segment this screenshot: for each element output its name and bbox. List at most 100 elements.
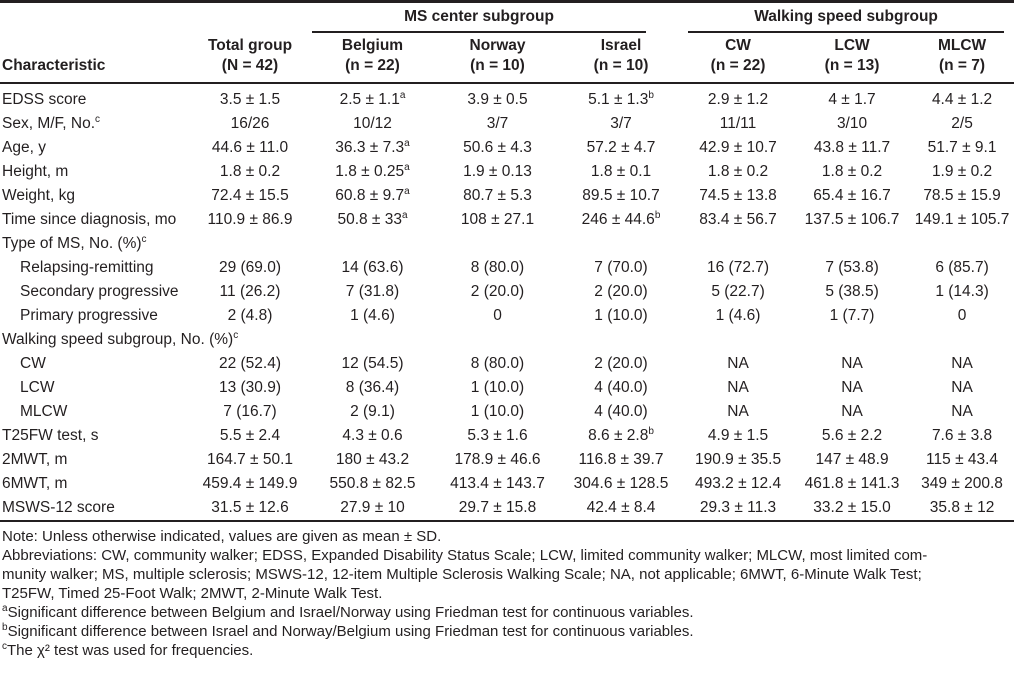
table-cell: NA [727,379,749,396]
group-label-walking-speed: Walking speed subgroup [688,7,1005,33]
table-cell: NA [727,355,749,372]
table-cell: 4 ± 1.7 [828,91,876,108]
table-cell: 60.8 ± 9.7a [335,185,410,204]
row-label: Time since diagnosis, mo [2,211,177,228]
column-header-norway: Norway (n = 10) [435,33,560,84]
row-label: T25FW test, s [2,427,99,444]
table-cell: 7.6 ± 3.8 [931,427,993,444]
table-cell: 3/10 [836,115,868,132]
table-cell: 1 (10.0) [470,403,525,420]
note-line: Note: Unless otherwise indicated, values… [2,528,442,545]
row-label: CW [20,355,46,372]
table-cell: 1 (10.0) [594,307,648,324]
row-label: 2MWT, m [2,451,68,468]
table-cell: 16 (72.7) [707,259,770,276]
table-cell: 2 (20.0) [470,283,525,300]
table-cell: 1 (4.6) [715,307,761,324]
table-cell: 29 (69.0) [218,259,282,276]
table-cell: 1.9 ± 0.2 [931,163,993,180]
section-row: Walking speed subgroup, No. (%)c [0,328,1014,352]
row-label: Height, m [2,163,69,180]
footnote-b: bSignificant difference between Israel a… [2,622,694,641]
abbreviations-line: Abbreviations: CW, community walker; EDS… [2,547,928,564]
table-cell: 1.8 ± 0.2 [821,163,883,180]
table-cell: 180 ± 43.2 [335,451,410,468]
table-cell: 89.5 ± 10.7 [582,187,660,204]
table-cell: 51.7 ± 9.1 [927,139,997,156]
footnote-marker: a [404,137,410,149]
table-cell: 27.9 ± 10 [340,499,405,516]
row-label: Walking speed subgroup, No. (%)c [2,329,239,348]
table-cell: 3/7 [486,115,509,132]
table-cell: 33.2 ± 15.0 [813,499,891,516]
table-cell: 413.4 ± 143.7 [450,475,545,492]
table-row: Secondary progressive 11 (26.2) 7 (31.8) 2 … [0,280,1014,304]
table-cell: 149.1 ± 105.7 [914,211,1010,228]
row-label: Type of MS, No. (%)c [2,233,147,252]
table-cell: 16/26 [230,115,270,132]
table-cell: 459.4 ± 149.9 [202,475,298,492]
table-cell: 12 (54.5) [341,355,404,372]
table-cell: 1.8 ± 0.1 [590,163,652,180]
table-cell: 137.5 ± 106.7 [804,211,900,228]
table-cell: 57.2 ± 4.7 [586,139,656,156]
table-cell: 78.5 ± 15.9 [923,187,1001,204]
footnote-marker: a [2,603,8,614]
footnote-marker: b [648,89,654,101]
table-cell: 72.4 ± 15.5 [211,187,289,204]
table-cell: 8 (80.0) [470,259,525,276]
column-header-cw: CW (n = 22) [682,33,795,84]
table-cell: 5 (38.5) [825,283,879,300]
table-cell: 178.9 ± 46.6 [454,451,541,468]
table-cell: 7 (16.7) [223,403,277,420]
table-cell: 550.8 ± 82.5 [329,475,416,492]
table-cell: 5.1 ± 1.3b [588,89,654,108]
footnote-marker: c [2,641,7,652]
table-cell: 246 ± 44.6b [581,209,661,228]
column-header-lcw: LCW (n = 13) [794,33,911,84]
footnote-marker: c [233,329,239,341]
table-cell: 14 (63.6) [341,259,404,276]
table-notes: Note: Unless otherwise indicated, values… [0,522,1014,660]
abbreviations-line: T25FW, Timed 25-Foot Walk; 2MWT, 2-Minut… [2,585,383,602]
table-cell: 164.7 ± 50.1 [206,451,294,468]
table-cell: 2 (20.0) [594,355,648,372]
table-cell: 1 (10.0) [470,379,525,396]
table-cell: 1.8 ± 0.2 [219,163,281,180]
table-cell: 80.7 ± 5.3 [463,187,532,204]
table-row: MLCW 7 (16.7) 2 (9.1) 1 (10.0) 4 (40.0) NA NA N… [0,400,1014,424]
table-cell: 11/11 [719,115,757,132]
table-cell: 115 ± 43.4 [926,451,999,468]
table-cell: 2 (4.8) [227,307,273,324]
table-cell: 5 (22.7) [711,283,765,300]
footnote-a: aSignificant difference between Belgium … [2,603,694,622]
row-label: Primary progressive [20,307,158,324]
row-label: MSWS-12 score [2,499,115,516]
table-header: MS center subgroup Walking speed subgrou… [0,3,1014,84]
column-header-mlcw: MLCW (n = 7) [910,33,1014,84]
table-cell: 22 (52.4) [218,355,282,372]
characteristics-table: MS center subgroup Walking speed subgrou… [0,3,1014,520]
table-cell: 108 ± 27.1 [460,211,535,228]
table-cell: 0 [957,307,967,324]
table-cell: 43.8 ± 11.7 [813,139,891,156]
table-cell: 190.9 ± 35.5 [694,451,782,468]
table-cell: 2/5 [951,115,973,132]
section-row: Type of MS, No. (%)c [0,232,1014,256]
group-label-ms-center: MS center subgroup [312,7,647,33]
table-row: Height, m 1.8 ± 0.2 1.8 ± 0.25a 1.9 ± 0.13 1… [0,160,1014,184]
table-cell: 5.6 ± 2.2 [821,427,883,444]
table-row: MSWS-12 score 31.5 ± 12.6 27.9 ± 10 29.7 ± … [0,496,1014,520]
table-cell: 1.8 ± 0.25a [335,161,410,180]
table-cell: 8 (80.0) [470,355,525,372]
table-cell: 5.5 ± 2.4 [219,427,281,444]
footnote-marker: b [2,622,8,633]
table-cell: 6 (85.7) [935,259,989,276]
group-header-row: MS center subgroup Walking speed subgrou… [0,3,1014,33]
column-header-row: Characteristic Total group (N = 42) Belg… [0,33,1014,84]
table-row: CW 22 (52.4) 12 (54.5) 8 (80.0) 2 (20.0) NA NA… [0,352,1014,376]
table-cell: NA [951,403,973,420]
table-cell: 4 (40.0) [594,403,648,420]
table-cell: 1 (14.3) [935,283,989,300]
table-cell: 50.8 ± 33a [337,209,408,228]
